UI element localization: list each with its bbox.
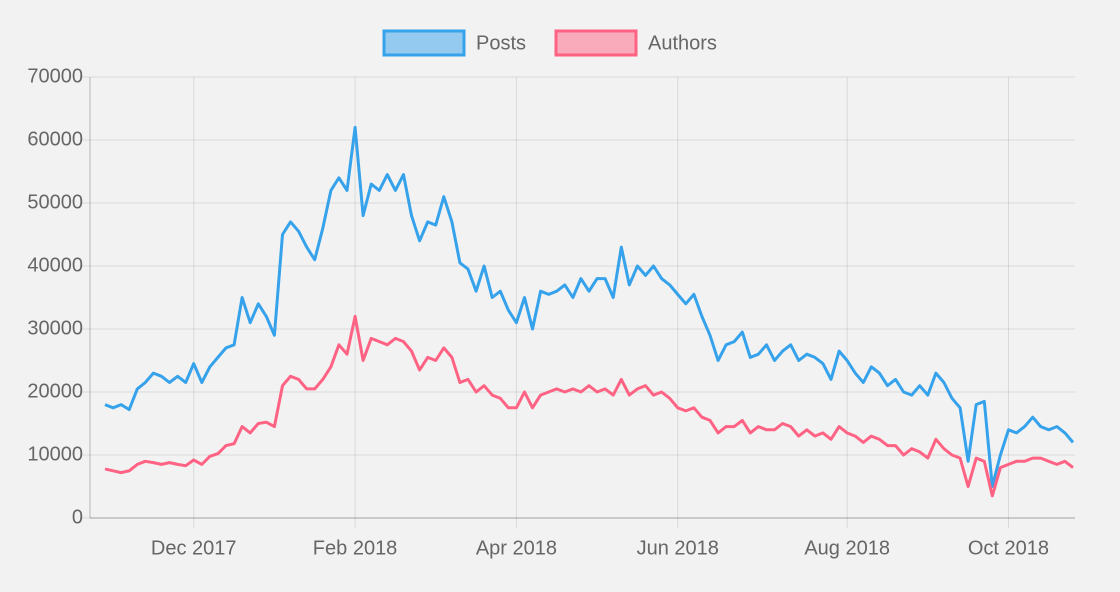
legend-swatch (554, 29, 638, 57)
series-line (104, 125, 1075, 488)
x-tick-label: Apr 2018 (476, 537, 557, 559)
x-tick-label: Jun 2018 (637, 537, 719, 559)
y-tick-label: 30000 (27, 317, 83, 339)
y-tick-label: 10000 (27, 443, 83, 465)
y-tick-label: 60000 (27, 128, 83, 150)
series-line (104, 314, 1074, 498)
x-tick-label: Oct 2018 (968, 537, 1049, 559)
y-tick-label: 0 (72, 506, 83, 528)
y-tick-label: 40000 (27, 254, 83, 276)
legend-swatch (382, 29, 466, 57)
x-tick-label: Dec 2017 (151, 537, 237, 559)
y-tick-label: 20000 (27, 380, 83, 402)
legend-label: Authors (648, 32, 717, 54)
legend-label: Posts (476, 32, 526, 54)
x-tick-label: Aug 2018 (804, 537, 890, 559)
y-tick-label: 50000 (27, 191, 83, 213)
x-tick-label: Feb 2018 (313, 537, 398, 559)
y-tick-label: 70000 (27, 65, 83, 87)
